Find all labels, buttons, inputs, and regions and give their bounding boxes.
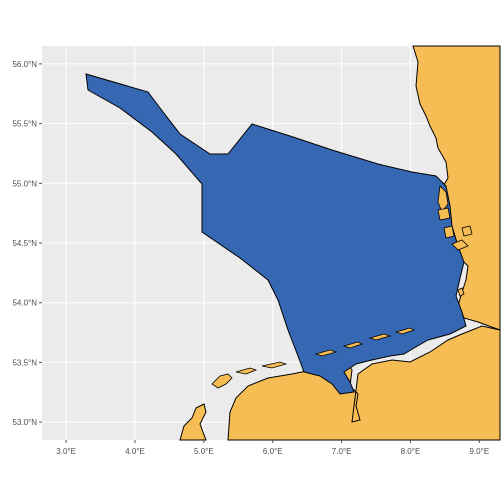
x-axis-ticks: 3.0°E 4.0°E 5.0°E 6.0°E 7.0°E 8.0°E 9.0°E: [56, 440, 489, 456]
land-netherlands-germany: [227, 325, 501, 441]
land-noord-holland: [179, 403, 207, 441]
x-tick-label: 9.0°E: [470, 447, 490, 456]
x-tick-label: 5.0°E: [194, 447, 214, 456]
x-tick-label: 8.0°E: [401, 447, 421, 456]
island-foehr: [437, 207, 451, 221]
y-tick-label: 53.5°N: [12, 358, 37, 367]
island-pellworm: [451, 239, 469, 251]
sea-region-polygon: [85, 73, 467, 395]
y-tick-label: 53.0°N: [12, 418, 37, 427]
y-axis-ticks: 53.0°N 53.5°N 54.0°N 54.5°N 55.0°N 55.5°N 56.0…: [12, 60, 42, 427]
y-tick-label: 55.5°N: [12, 120, 37, 129]
x-tick-label: 6.0°E: [263, 447, 283, 456]
island-spiekeroog: [342, 341, 364, 349]
island-helgoland: [457, 287, 465, 297]
island-terschelling: [261, 361, 288, 369]
y-tick-label: 54.5°N: [12, 239, 37, 248]
island-langeoog: [314, 349, 338, 357]
island-nordstrand: [461, 225, 473, 237]
x-tick-label: 4.0°E: [125, 447, 145, 456]
y-tick-label: 56.0°N: [12, 60, 37, 69]
island-vlieland: [235, 367, 258, 375]
y-tick-label: 54.0°N: [12, 299, 37, 308]
island-wangerooge: [368, 333, 392, 341]
island-sylt: [437, 185, 449, 213]
x-tick-label: 3.0°E: [56, 447, 76, 456]
island-texel: [211, 373, 233, 389]
x-tick-label: 7.0°E: [332, 447, 352, 456]
y-tick-label: 55.0°N: [12, 179, 37, 188]
island-amrum: [443, 225, 455, 239]
island-borkum: [394, 327, 416, 335]
